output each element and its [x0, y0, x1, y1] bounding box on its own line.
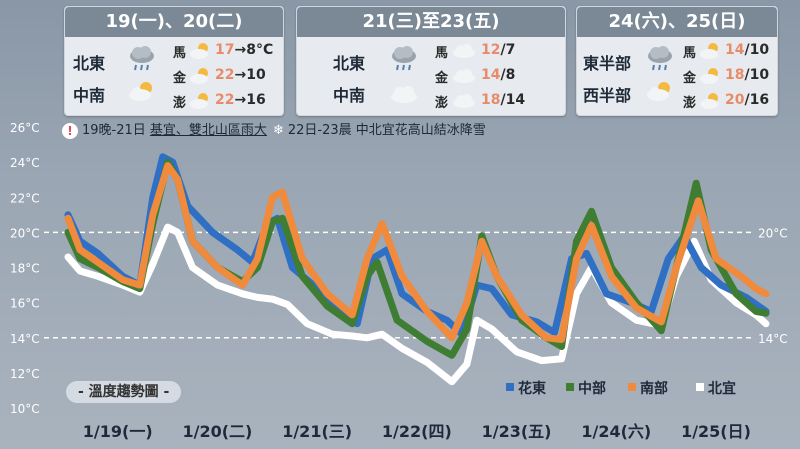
- cloud-icon: [453, 44, 475, 58]
- x-tick-label: 1/21(三): [282, 422, 352, 441]
- island-label: 金: [683, 71, 697, 86]
- partly-cloudy-icon: [190, 68, 208, 84]
- reference-label: 14°C: [758, 332, 788, 346]
- forecast-panel-2: 21(三)至23(五) 北東 中南 馬 金 澎 12/7 14/8 18/14: [296, 6, 566, 116]
- partly-cloudy-icon: [647, 82, 670, 101]
- panel-title: 19(一)、20(二): [65, 7, 283, 37]
- x-tick-label: 1/23(五): [482, 422, 552, 441]
- cloud-icon: [391, 86, 417, 103]
- weather-notice: ! 19晚-21日 基宜、雙北山區雨大 ❄ 22日-23晨 中北宜花高山結冰降雪: [62, 120, 486, 142]
- island-label: 金: [173, 71, 187, 86]
- region-label: 中南: [73, 86, 106, 105]
- region-label: 北東: [73, 54, 106, 73]
- y-tick-label: 16°C: [10, 297, 40, 311]
- series-line-1: [64, 153, 770, 338]
- cloud-rain-icon: [130, 46, 154, 71]
- island-temp: 22→10: [215, 67, 266, 83]
- partly-cloudy-icon: [700, 68, 718, 84]
- cloud-rain-icon: [648, 46, 672, 71]
- legend-swatch: [566, 383, 574, 391]
- y-tick-label: 12°C: [10, 367, 40, 381]
- partly-cloudy-icon: [190, 93, 208, 109]
- island-label: 馬: [435, 46, 449, 61]
- legend-label: 北宜: [708, 380, 736, 397]
- cloud-icon: [453, 69, 475, 83]
- island-label: 馬: [173, 46, 187, 61]
- region-label: 中南: [333, 86, 366, 105]
- y-tick-label: 10°C: [10, 402, 40, 416]
- x-tick-label: 1/20(二): [182, 422, 252, 441]
- x-tick-label: 1/19(一): [83, 422, 153, 441]
- region-label: 西半部: [583, 86, 632, 105]
- cloud-icon: [453, 94, 475, 108]
- island-temp: 18/10: [725, 67, 770, 83]
- chart-title: - 溫度趨勢圖 -: [66, 381, 182, 403]
- x-tick-label: 1/24(六): [581, 422, 651, 441]
- partly-cloudy-icon: [700, 93, 718, 109]
- y-tick-label: 20°C: [10, 226, 40, 240]
- y-tick-label: 18°C: [10, 262, 40, 276]
- notice-text-2: 基宜、雙北山區雨大: [149, 123, 267, 138]
- legend-label: 花東: [518, 380, 546, 397]
- y-tick-label: 14°C: [10, 332, 40, 346]
- region-label: 北東: [333, 54, 366, 73]
- region-label: 東半部: [583, 54, 632, 73]
- island-label: 馬: [683, 46, 697, 61]
- forecast-panel-1: 19(一)、20(二) 北東 中南 馬 金 澎 17→8°C 22→10 22→…: [64, 6, 284, 116]
- notice-text-1: 19晚-21日: [82, 123, 146, 138]
- series-line-3: [64, 162, 770, 343]
- island-temp: 14/8: [481, 67, 516, 83]
- x-tick-label: 1/22(四): [382, 422, 452, 441]
- island-temp: 18/14: [481, 92, 526, 108]
- island-label: 金: [435, 71, 449, 86]
- legend-swatch: [506, 383, 514, 391]
- panel-title: 24(六)、25(日): [577, 7, 777, 37]
- x-tick-label: 1/25(日): [681, 422, 751, 441]
- y-tick-label: 24°C: [10, 156, 40, 170]
- partly-cloudy-icon: [129, 82, 152, 101]
- y-tick-label: 26°C: [10, 121, 40, 135]
- series-line-2: [64, 158, 770, 359]
- island-temp: 17→8°C: [215, 42, 274, 58]
- legend-swatch: [696, 383, 704, 391]
- reference-label: 20°C: [758, 226, 788, 240]
- panel-title: 21(三)至23(五): [297, 7, 565, 37]
- y-tick-label: 22°C: [10, 191, 40, 205]
- legend-label: 南部: [640, 380, 668, 397]
- island-temp: 22→16: [215, 92, 266, 108]
- island-temp: 14/10: [725, 42, 770, 58]
- notice-text-3: 22日-23晨 中北宜花高山結冰降雪: [287, 123, 486, 138]
- legend-label: 中部: [578, 380, 606, 397]
- alert-icon: !: [62, 122, 78, 139]
- partly-cloudy-icon: [190, 43, 208, 59]
- cloud-rain-icon: [392, 46, 416, 71]
- island-label: 澎: [173, 96, 187, 111]
- island-temp: 20/16: [725, 92, 770, 108]
- legend-swatch: [628, 383, 636, 391]
- forecast-panel-3: 24(六)、25(日) 東半部 西半部 馬 金 澎 14/10 18/10 20…: [576, 6, 778, 116]
- partly-cloudy-icon: [700, 43, 718, 59]
- island-label: 澎: [435, 96, 449, 111]
- snowflake-icon: ❄: [272, 123, 284, 138]
- island-label: 澎: [683, 96, 697, 111]
- island-temp: 12/7: [481, 42, 516, 58]
